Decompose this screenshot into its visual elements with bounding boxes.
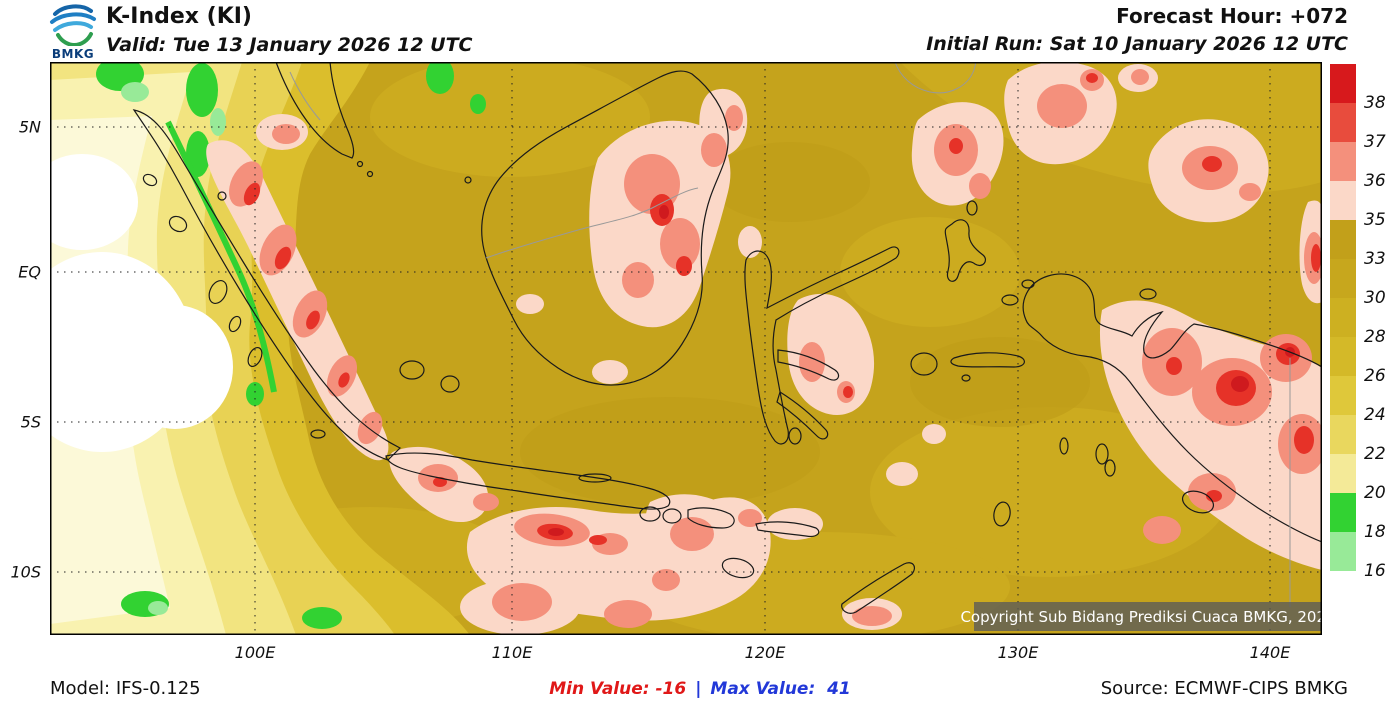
colorbar-label: 35 (1364, 210, 1386, 230)
colorbar-segment (1330, 259, 1356, 298)
copyright-text: Copyright Sub Bidang Prediksi Cuaca BMKG… (960, 608, 1322, 626)
model-label: Model: IFS-0.125 (50, 678, 201, 699)
colorbar-label: 20 (1364, 483, 1386, 503)
map-canvas: Copyright Sub Bidang Prediksi Cuaca BMKG… (50, 62, 1322, 635)
colorbar-label: 37 (1364, 132, 1386, 152)
colorbar-label: 22 (1364, 444, 1386, 464)
colorbar-label: 24 (1364, 405, 1386, 425)
colorbar-segment (1330, 493, 1356, 532)
lat-label-5n: 5N (18, 117, 41, 137)
lat-label-10s: 10S (10, 562, 41, 582)
forecast-hour: Forecast Hour: +072 (1116, 4, 1348, 28)
colorbar-segment (1330, 571, 1356, 610)
lon-label-100e: 100E (234, 643, 276, 662)
minmax-separator: | (695, 679, 702, 699)
map-frame (50, 62, 1322, 635)
field-darkred (548, 205, 1295, 536)
colorbar-label: 18 (1364, 522, 1386, 542)
field-green-patches (96, 62, 486, 629)
lat-label-eq: EQ (18, 262, 41, 282)
colorbar-segment (1330, 376, 1356, 415)
minmax-block: Min Value: -16 | Max Value: 41 (549, 679, 851, 699)
lon-label-120e: 120E (744, 643, 786, 662)
colorbar-segment (1330, 415, 1356, 454)
map-area: Copyright Sub Bidang Prediksi Cuaca BMKG… (10, 62, 1322, 662)
colorbar-label: 38 (1364, 93, 1386, 113)
lon-label-130e: 130E (997, 643, 1039, 662)
colorbar-segment (1330, 142, 1356, 181)
colorbar-label: 26 (1364, 366, 1386, 386)
initial-run: Initial Run: Sat 10 January 2026 12 UTC (926, 33, 1348, 55)
colorbar-label: 30 (1364, 288, 1386, 308)
bmkg-logo-icon (50, 4, 96, 48)
colorbar-segment (1330, 64, 1356, 103)
colorbar-segment (1330, 298, 1356, 337)
colorbar-segment (1330, 532, 1356, 571)
colorbar-labels: 38 37 36 35 33 30 28 26 24 22 20 18 16 (1364, 64, 1400, 610)
bmkg-logo-label: BMKG (51, 47, 95, 61)
country-borders (289, 62, 1291, 607)
colorbar-segment (1330, 454, 1356, 493)
colorbar-label: 16 (1364, 561, 1386, 581)
copyright-bar (974, 602, 1322, 631)
lon-label-110e: 110E (491, 643, 533, 662)
colorbar-segment (1330, 181, 1356, 220)
colorbar-label: 36 (1364, 171, 1386, 191)
colorbar-label: 28 (1364, 327, 1386, 347)
lon-label-140e: 140E (1249, 643, 1291, 662)
page-title: K-Index (KI) (106, 4, 252, 29)
gridlines (50, 62, 1322, 635)
max-value: Max Value: 41 (710, 679, 851, 699)
footer: Model: IFS-0.125 Min Value: -16 | Max Va… (0, 678, 1400, 706)
field-band-dark (520, 142, 1090, 507)
colorbar: 38 37 36 35 33 30 28 26 24 22 20 18 16 (1330, 64, 1386, 610)
coastlines (132, 62, 1322, 614)
valid-time: Valid: Tue 13 January 2026 12 UTC (106, 34, 473, 56)
source-label: Source: ECMWF-CIPS BMKG (1100, 678, 1348, 699)
min-value: Min Value: -16 (549, 679, 687, 699)
field-low-values (50, 62, 470, 635)
colorbar-segment (1330, 103, 1356, 142)
title-block: K-Index (KI) Valid: Tue 13 January 2026 … (106, 4, 473, 56)
lat-label-5s: 5S (20, 412, 41, 432)
colorbar-label: 33 (1364, 249, 1386, 269)
colorbar-segment (1330, 337, 1356, 376)
run-info-block: Forecast Hour: +072 Initial Run: Sat 10 … (926, 4, 1348, 55)
bmkg-logo: BMKG (46, 2, 100, 61)
header: BMKG K-Index (KI) Valid: Tue 13 January … (0, 0, 1400, 61)
colorbar-segment (1330, 220, 1356, 259)
